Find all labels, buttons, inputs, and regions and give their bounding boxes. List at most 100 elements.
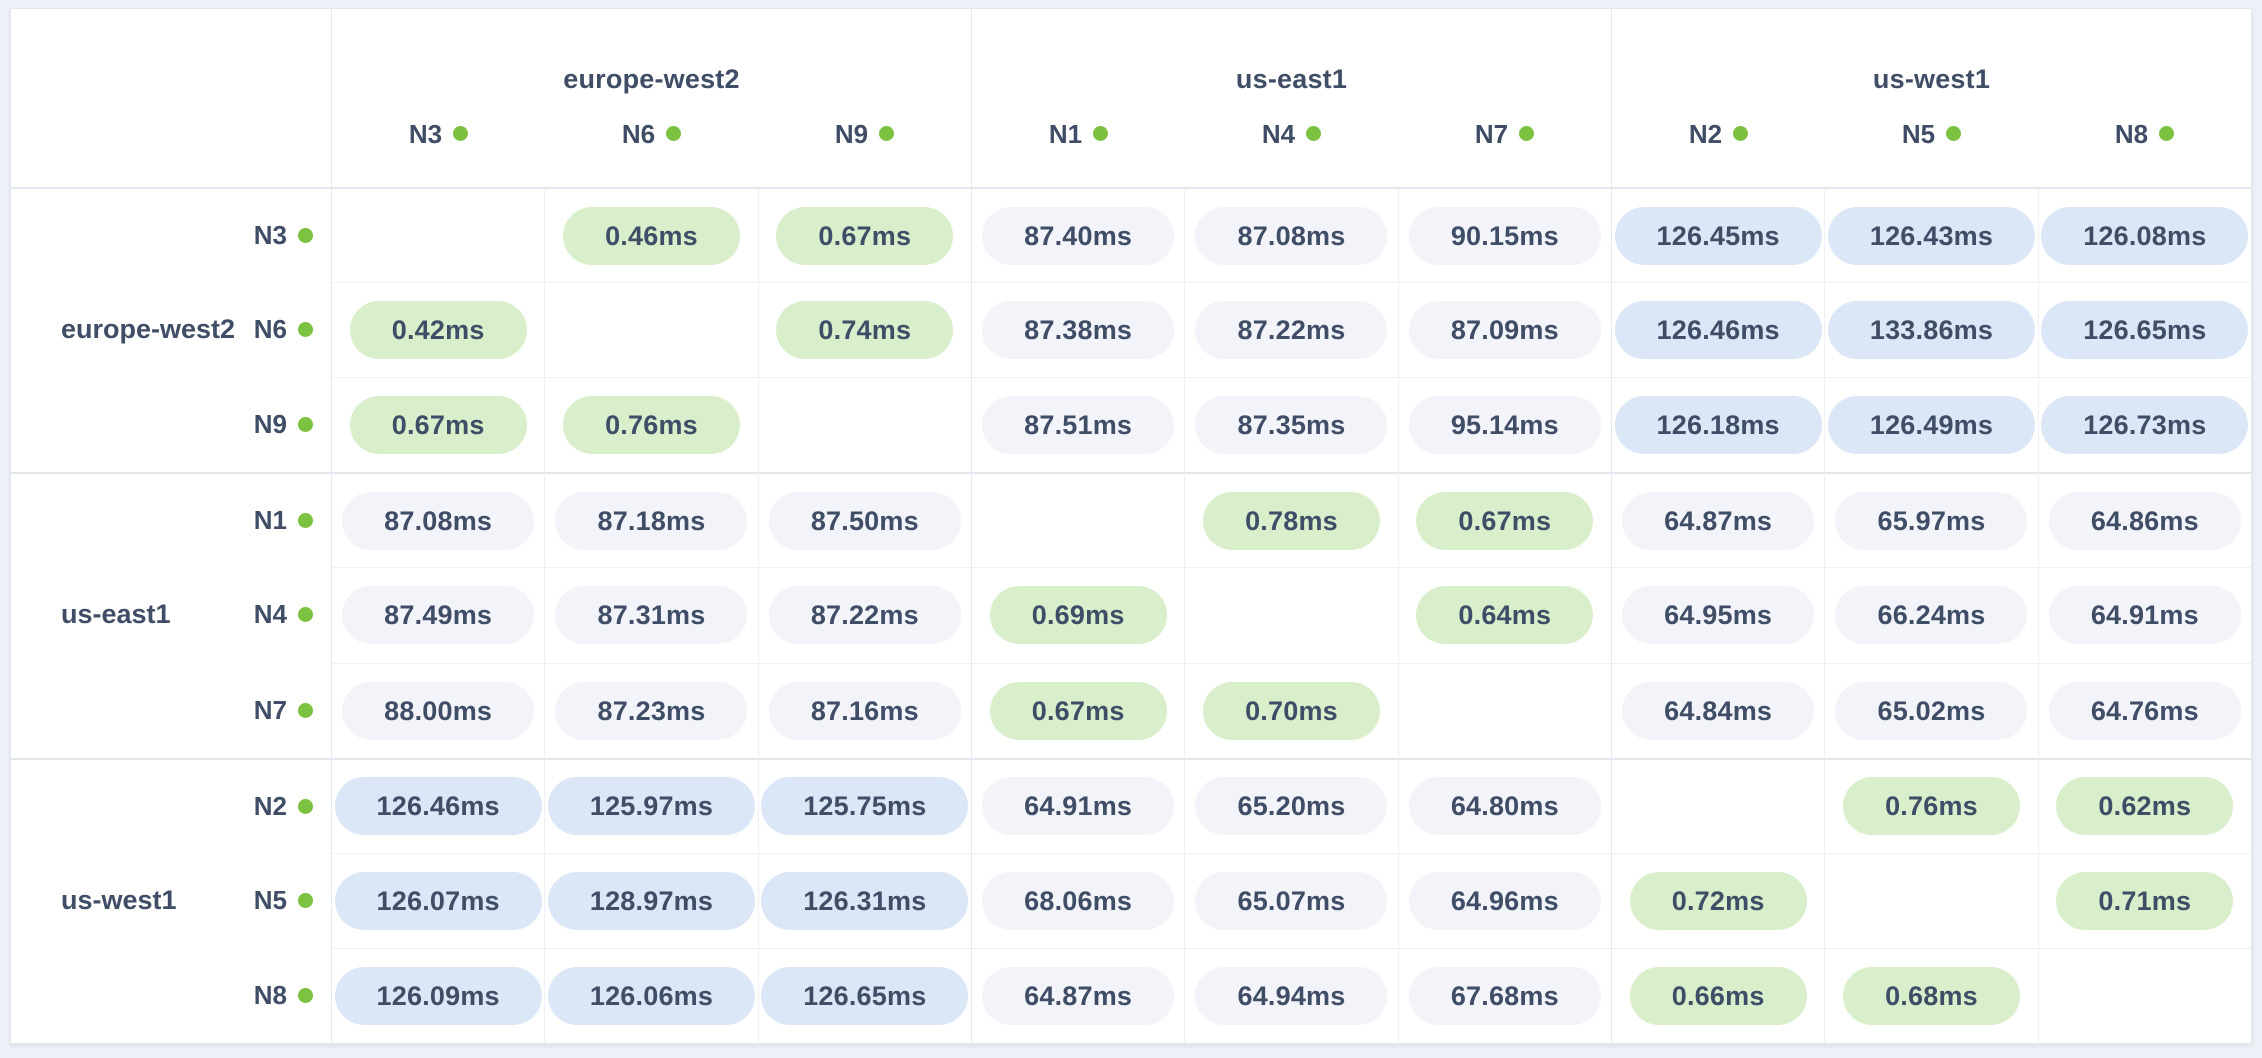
latency-cell[interactable]: 64.96ms bbox=[1408, 871, 1601, 930]
latency-cell[interactable]: 64.94ms bbox=[1195, 966, 1388, 1025]
latency-cell[interactable]: 133.86ms bbox=[1827, 301, 2036, 360]
latency-cell[interactable]: 64.87ms bbox=[982, 966, 1175, 1025]
latency-cell[interactable]: 0.76ms bbox=[563, 396, 740, 455]
latency-cell[interactable]: 126.46ms bbox=[1614, 301, 1822, 360]
row-node-N6[interactable]: N6 bbox=[254, 314, 313, 345]
latency-cell[interactable]: 126.08ms bbox=[2041, 206, 2249, 265]
latency-cell[interactable]: 64.95ms bbox=[1622, 586, 1815, 645]
node-status-dot bbox=[879, 126, 895, 141]
latency-cell[interactable]: 0.69ms bbox=[989, 586, 1167, 645]
latency-cell[interactable]: 126.09ms bbox=[334, 966, 542, 1025]
latency-cell[interactable]: 88.00ms bbox=[342, 681, 535, 740]
latency-cell[interactable]: 87.22ms bbox=[768, 586, 961, 645]
latency-cell[interactable]: 87.08ms bbox=[1195, 206, 1388, 265]
latency-cell[interactable]: 64.87ms bbox=[1622, 491, 1815, 550]
latency-cell[interactable]: 87.50ms bbox=[768, 491, 961, 550]
matrix-cell: 0.78ms bbox=[1184, 472, 1398, 568]
latency-cell[interactable]: 0.74ms bbox=[776, 301, 954, 360]
latency-cell[interactable]: 64.91ms bbox=[982, 777, 1175, 836]
latency-cell[interactable]: 87.23ms bbox=[555, 681, 748, 740]
latency-cell[interactable]: 65.07ms bbox=[1195, 871, 1388, 930]
latency-cell[interactable]: 126.07ms bbox=[334, 871, 542, 930]
latency-cell[interactable]: 87.09ms bbox=[1408, 301, 1601, 360]
row-node-N9[interactable]: N9 bbox=[254, 409, 313, 440]
latency-cell[interactable]: 126.46ms bbox=[334, 777, 542, 836]
latency-cell[interactable]: 0.42ms bbox=[349, 301, 527, 360]
latency-cell[interactable]: 65.97ms bbox=[1835, 491, 2028, 550]
latency-cell[interactable]: 64.86ms bbox=[2048, 491, 2241, 550]
latency-cell[interactable]: 125.97ms bbox=[547, 777, 756, 836]
latency-cell[interactable]: 87.08ms bbox=[342, 491, 535, 550]
latency-cell[interactable]: 0.67ms bbox=[989, 681, 1167, 740]
latency-cell[interactable]: 87.35ms bbox=[1195, 396, 1388, 455]
latency-cell[interactable]: 0.67ms bbox=[776, 206, 954, 265]
latency-cell[interactable]: 126.73ms bbox=[2041, 396, 2249, 455]
matrix-cell: 126.65ms bbox=[2037, 282, 2251, 378]
row-node-N8[interactable]: N8 bbox=[254, 980, 313, 1011]
latency-cell[interactable]: 126.65ms bbox=[2041, 301, 2249, 360]
matrix-cell: 87.09ms bbox=[1397, 282, 1611, 378]
row-node-N1[interactable]: N1 bbox=[254, 505, 313, 536]
latency-cell[interactable]: 64.76ms bbox=[2048, 681, 2241, 740]
column-header-N9[interactable]: N9 bbox=[758, 119, 971, 187]
latency-cell[interactable]: 87.40ms bbox=[982, 206, 1175, 265]
node-id-label: N8 bbox=[2114, 119, 2149, 149]
row-node-N4[interactable]: N4 bbox=[254, 599, 313, 630]
latency-cell[interactable]: 126.06ms bbox=[547, 966, 756, 1025]
column-header-N1[interactable]: N1 bbox=[972, 119, 1185, 187]
latency-cell[interactable]: 90.15ms bbox=[1408, 206, 1601, 265]
latency-cell[interactable]: 68.06ms bbox=[982, 871, 1175, 930]
latency-cell[interactable]: 126.49ms bbox=[1827, 396, 2036, 455]
latency-cell[interactable]: 87.51ms bbox=[982, 396, 1175, 455]
row-node-N3[interactable]: N3 bbox=[254, 220, 313, 251]
latency-cell[interactable]: 128.97ms bbox=[547, 871, 756, 930]
column-header-N2[interactable]: N2 bbox=[1612, 119, 1825, 187]
latency-cell[interactable]: 95.14ms bbox=[1408, 396, 1601, 455]
latency-cell[interactable]: 66.24ms bbox=[1835, 586, 2028, 645]
column-header-N3[interactable]: N3 bbox=[332, 119, 545, 187]
latency-cell[interactable]: 87.16ms bbox=[768, 681, 961, 740]
latency-cell[interactable]: 126.43ms bbox=[1827, 206, 2036, 265]
node-status-dot bbox=[298, 607, 313, 623]
latency-cell[interactable]: 0.64ms bbox=[1416, 586, 1594, 645]
latency-cell[interactable]: 87.49ms bbox=[342, 586, 535, 645]
latency-cell[interactable]: 64.80ms bbox=[1408, 777, 1601, 836]
row-header-N9: N9 bbox=[11, 377, 331, 473]
latency-cell[interactable]: 87.31ms bbox=[555, 586, 748, 645]
row-node-N2[interactable]: N2 bbox=[254, 791, 313, 822]
latency-cell[interactable]: 125.75ms bbox=[761, 777, 969, 836]
column-region-title: us-east1 bbox=[1235, 64, 1348, 94]
latency-cell[interactable]: 0.70ms bbox=[1203, 681, 1380, 740]
latency-cell[interactable]: 0.71ms bbox=[2056, 871, 2234, 930]
latency-cell[interactable]: 126.65ms bbox=[761, 966, 969, 1025]
latency-cell[interactable]: 65.02ms bbox=[1835, 681, 2028, 740]
latency-cell[interactable]: 0.78ms bbox=[1203, 491, 1380, 550]
column-header-N8[interactable]: N8 bbox=[2038, 119, 2251, 187]
latency-cell[interactable]: 87.38ms bbox=[982, 301, 1175, 360]
latency-cell[interactable]: 0.67ms bbox=[349, 396, 527, 455]
latency-cell[interactable]: 0.72ms bbox=[1629, 871, 1807, 930]
latency-cell[interactable]: 87.22ms bbox=[1195, 301, 1388, 360]
column-header-N6[interactable]: N6 bbox=[545, 119, 758, 187]
column-header-N4[interactable]: N4 bbox=[1185, 119, 1398, 187]
latency-cell[interactable]: 0.68ms bbox=[1843, 966, 2020, 1025]
latency-cell[interactable]: 64.84ms bbox=[1622, 681, 1815, 740]
column-region-title: europe-west2 bbox=[563, 64, 740, 94]
latency-cell[interactable]: 0.66ms bbox=[1629, 966, 1807, 1025]
latency-cell[interactable]: 126.45ms bbox=[1614, 206, 1822, 265]
latency-cell[interactable]: 65.20ms bbox=[1195, 777, 1388, 836]
row-node-N5[interactable]: N5 bbox=[254, 885, 313, 916]
latency-cell[interactable]: 67.68ms bbox=[1408, 966, 1601, 1025]
latency-cell[interactable]: 126.18ms bbox=[1614, 396, 1822, 455]
latency-cell[interactable]: 0.76ms bbox=[1843, 777, 2020, 836]
latency-cell[interactable]: 87.18ms bbox=[555, 491, 748, 550]
latency-cell[interactable]: 126.31ms bbox=[761, 871, 969, 930]
row-header-N1: N1 bbox=[11, 472, 331, 568]
column-header-N7[interactable]: N7 bbox=[1398, 119, 1611, 187]
latency-cell[interactable]: 0.62ms bbox=[2056, 777, 2234, 836]
latency-cell[interactable]: 64.91ms bbox=[2048, 586, 2241, 645]
latency-cell[interactable]: 0.67ms bbox=[1416, 491, 1594, 550]
latency-cell[interactable]: 0.46ms bbox=[563, 206, 740, 265]
column-header-N5[interactable]: N5 bbox=[1825, 119, 2038, 187]
row-node-N7[interactable]: N7 bbox=[254, 695, 313, 726]
